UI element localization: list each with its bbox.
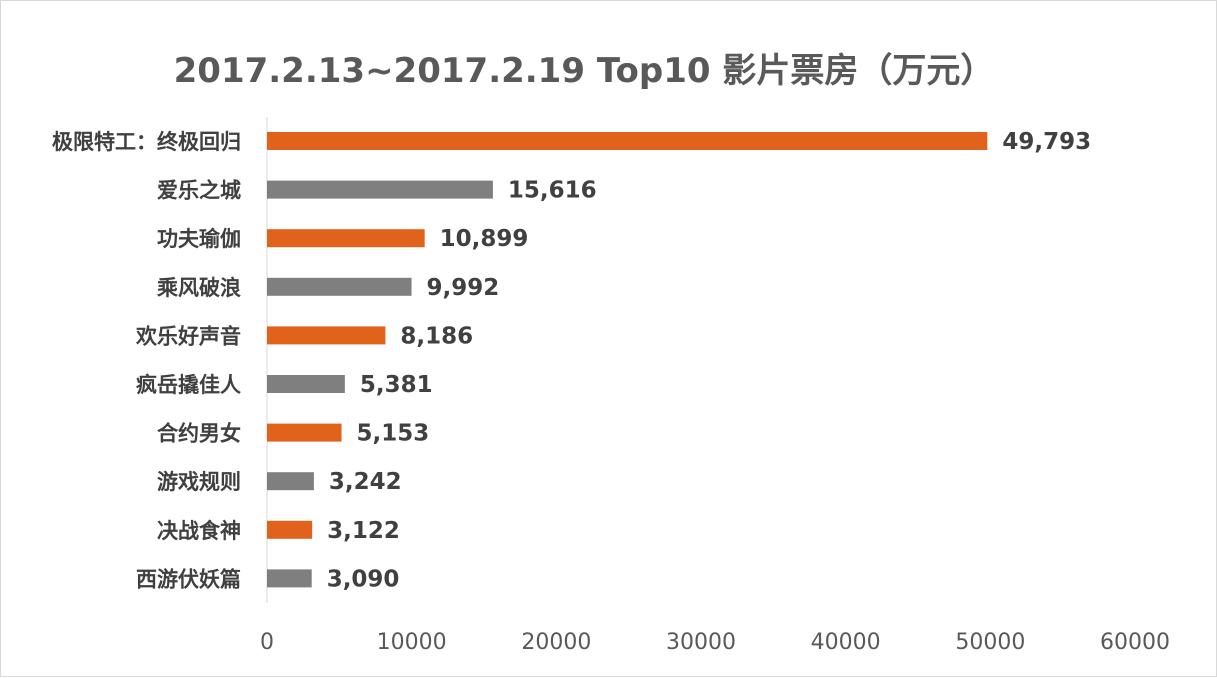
value-label: 10,899 (440, 226, 529, 252)
bar (267, 229, 425, 248)
x-tick-label: 30000 (666, 630, 736, 655)
value-label: 5,381 (360, 372, 433, 398)
x-tick-label: 20000 (521, 630, 591, 655)
x-tick-label: 0 (260, 630, 274, 655)
value-label: 49,793 (1002, 129, 1091, 155)
bar (267, 180, 493, 199)
x-tick-label: 40000 (811, 630, 881, 655)
category-label: 乘风破浪 (156, 276, 241, 300)
bar (267, 423, 342, 442)
bar (267, 375, 345, 393)
value-label: 8,186 (400, 323, 473, 349)
x-tick-label: 10000 (377, 630, 447, 655)
value-label: 9,992 (427, 275, 500, 301)
bar (267, 277, 412, 296)
category-label: 极限特工：终极回归 (52, 130, 241, 154)
value-label: 3,090 (327, 566, 400, 592)
category-label: 合约男女 (157, 422, 241, 446)
category-label: 疯岳撬佳人 (136, 373, 241, 397)
value-label: 5,153 (357, 421, 430, 447)
bar (267, 569, 312, 588)
value-label: 3,242 (329, 469, 402, 495)
value-label: 3,122 (327, 518, 400, 544)
category-label: 功夫瑜伽 (157, 227, 241, 251)
bar (267, 326, 386, 345)
category-label: 爱乐之城 (157, 179, 241, 203)
category-label: 欢乐好声音 (135, 324, 241, 348)
category-label: 决战食神 (157, 519, 241, 543)
x-tick-label: 50000 (955, 630, 1025, 655)
category-label: 游戏规则 (157, 470, 241, 494)
bar (267, 520, 313, 539)
value-label: 15,616 (508, 178, 597, 204)
category-label: 西游伏妖篇 (136, 567, 241, 591)
chart-title: 2017.2.13~2017.2.19 Top10 影片票房（万元） (173, 51, 995, 91)
bar (267, 472, 314, 491)
x-tick-label: 60000 (1100, 630, 1170, 655)
bar (267, 132, 988, 150)
